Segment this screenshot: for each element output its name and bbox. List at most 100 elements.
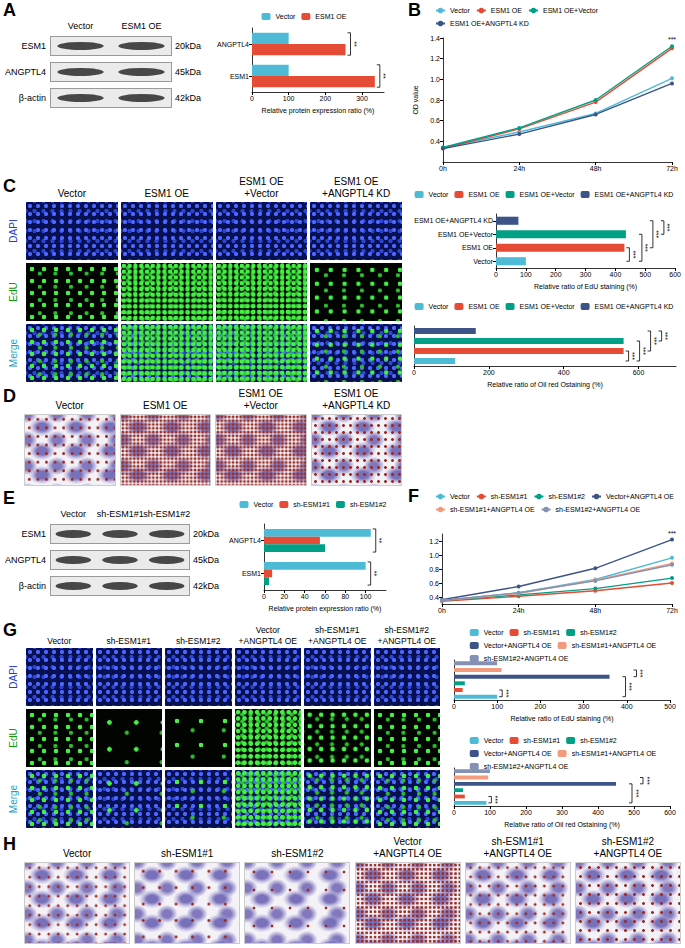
- svg-text:600: 600: [664, 809, 676, 816]
- svg-text:100: 100: [520, 271, 532, 278]
- svg-text:Relative ratio of EdU staining: Relative ratio of EdU staining (%): [534, 283, 637, 291]
- svg-text:1.0: 1.0: [429, 552, 439, 559]
- svg-text:**: **: [353, 41, 360, 47]
- svg-text:600: 600: [669, 271, 681, 278]
- svg-text:Vector+ANGPTL4 OE: Vector+ANGPTL4 OE: [484, 642, 552, 649]
- svg-text:Relative ratio of Oil red Osta: Relative ratio of Oil red Ostaining (%): [487, 381, 603, 389]
- svg-text:500: 500: [639, 271, 651, 278]
- svg-text:sh-ESM1#2: sh-ESM1#2: [580, 629, 617, 636]
- svg-text:24h: 24h: [513, 607, 525, 614]
- svg-text:sh-ESM1#1: sh-ESM1#1: [524, 629, 561, 636]
- svg-text:600: 600: [633, 369, 645, 376]
- svg-text:72h: 72h: [666, 165, 678, 172]
- svg-text:***: ***: [632, 250, 639, 258]
- svg-text:ESM1: ESM1: [230, 73, 249, 80]
- svg-text:20: 20: [280, 593, 288, 600]
- svg-text:500: 500: [628, 809, 640, 816]
- svg-text:sh-ESM1#1+ANGPTL4 OE: sh-ESM1#1+ANGPTL4 OE: [450, 506, 535, 513]
- svg-text:sh-ESM1#2: sh-ESM1#2: [548, 493, 585, 500]
- svg-text:Vector: Vector: [276, 13, 297, 20]
- svg-text:0h: 0h: [439, 165, 447, 172]
- svg-text:sh-ESM1#2: sh-ESM1#2: [580, 737, 617, 744]
- svg-text:1.4: 1.4: [430, 35, 440, 42]
- svg-text:400: 400: [558, 369, 570, 376]
- svg-text:60: 60: [321, 593, 329, 600]
- svg-text:80: 80: [341, 593, 349, 600]
- svg-text:sh-ESM1#1+ANGPTL4 OE: sh-ESM1#1+ANGPTL4 OE: [572, 750, 657, 757]
- svg-text:0: 0: [452, 703, 456, 710]
- svg-text:0.6: 0.6: [430, 117, 440, 124]
- svg-text:1.0: 1.0: [430, 76, 440, 83]
- svg-text:ESM1 OE: ESM1 OE: [491, 7, 522, 14]
- svg-text:Vector+ANGPTL4 OE: Vector+ANGPTL4 OE: [606, 493, 674, 500]
- svg-text:400: 400: [592, 809, 604, 816]
- svg-text:100: 100: [283, 95, 295, 102]
- svg-text:***: ***: [505, 689, 512, 697]
- svg-text:200: 200: [520, 809, 532, 816]
- svg-text:0.8: 0.8: [429, 566, 439, 573]
- svg-text:500: 500: [664, 703, 676, 710]
- svg-text:300: 300: [356, 95, 368, 102]
- svg-text:100: 100: [491, 703, 503, 710]
- svg-text:ESM1 OE+ANGPTL4 KD: ESM1 OE+ANGPTL4 KD: [450, 20, 529, 27]
- svg-text:1.2: 1.2: [429, 538, 439, 545]
- svg-text:sh-ESM1#2+ANGPTL4 OE: sh-ESM1#2+ANGPTL4 OE: [556, 506, 641, 513]
- svg-text:Vector: Vector: [450, 7, 471, 14]
- svg-text:0: 0: [412, 369, 416, 376]
- svg-text:ESM1 OE+ANGPTL4 KD: ESM1 OE+ANGPTL4 KD: [595, 303, 674, 310]
- svg-text:ESM1 OE+Vector: ESM1 OE+Vector: [520, 191, 576, 198]
- svg-text:0.8: 0.8: [430, 97, 440, 104]
- svg-text:***: ***: [668, 36, 676, 43]
- svg-text:Vector: Vector: [450, 493, 471, 500]
- svg-text:sh-ESM1#2: sh-ESM1#2: [350, 501, 387, 508]
- svg-text:Relative ratio of EdU staining: Relative ratio of EdU staining (%): [510, 715, 613, 723]
- svg-text:ESM1 OE+ANGPTL4 KD: ESM1 OE+ANGPTL4 KD: [595, 191, 674, 198]
- svg-text:48h: 48h: [589, 607, 601, 614]
- svg-text:sh-ESM1#1: sh-ESM1#1: [491, 493, 528, 500]
- svg-text:ESM1 OE+Vector: ESM1 OE+Vector: [520, 303, 576, 310]
- svg-text:0.4: 0.4: [430, 138, 440, 145]
- svg-text:400: 400: [610, 271, 622, 278]
- svg-text:Vector: Vector: [473, 258, 494, 265]
- svg-text:***: ***: [631, 352, 638, 360]
- svg-text:0.4: 0.4: [429, 594, 439, 601]
- svg-text:Relative ratio of Oil red Osta: Relative ratio of Oil red Ostaining (%): [504, 821, 620, 829]
- svg-text:ANGPTL4: ANGPTL4: [217, 41, 249, 48]
- svg-text:ANGPTL4: ANGPTL4: [229, 537, 261, 544]
- svg-text:Vector: Vector: [484, 629, 505, 636]
- svg-text:200: 200: [535, 703, 547, 710]
- svg-text:sh-ESM1#1: sh-ESM1#1: [524, 737, 561, 744]
- svg-text:sh-ESM1#2+ANGPTL4 OE: sh-ESM1#2+ANGPTL4 OE: [484, 763, 569, 770]
- svg-text:0: 0: [250, 95, 254, 102]
- svg-text:100: 100: [484, 809, 496, 816]
- svg-text:ESM1 OE+Vector: ESM1 OE+Vector: [543, 7, 599, 14]
- svg-text:ESM1: ESM1: [242, 570, 261, 577]
- svg-text:24h: 24h: [513, 165, 525, 172]
- svg-text:**: **: [382, 73, 389, 79]
- svg-text:Vector+ANGPTL4 OE: Vector+ANGPTL4 OE: [484, 750, 552, 757]
- svg-text:***: ***: [494, 795, 501, 803]
- svg-text:40: 40: [301, 593, 309, 600]
- svg-text:48h: 48h: [590, 165, 602, 172]
- svg-text:0: 0: [494, 271, 498, 278]
- svg-text:0: 0: [452, 809, 456, 816]
- svg-text:***: ***: [664, 332, 671, 340]
- svg-text:**: **: [378, 538, 385, 544]
- svg-text:***: ***: [639, 669, 646, 677]
- svg-text:ESM1 OE+ANGPTL4 KD: ESM1 OE+ANGPTL4 KD: [414, 217, 493, 224]
- svg-text:0.6: 0.6: [429, 580, 439, 587]
- svg-text:sh-ESM1#2+ANGPTL4 OE: sh-ESM1#2+ANGPTL4 OE: [484, 655, 569, 662]
- svg-text:sh-ESM1#1+ANGPTL4 OE: sh-ESM1#1+ANGPTL4 OE: [572, 642, 657, 649]
- svg-text:***: ***: [646, 776, 653, 784]
- svg-text:ESM1 OE: ESM1 OE: [468, 191, 499, 198]
- svg-text:300: 300: [578, 703, 590, 710]
- svg-text:sh-ESM1#1: sh-ESM1#1: [293, 501, 330, 508]
- svg-text:400: 400: [621, 703, 633, 710]
- svg-text:72h: 72h: [666, 607, 678, 614]
- svg-text:***: ***: [628, 682, 635, 690]
- svg-text:ESM1 OE+Vector: ESM1 OE+Vector: [438, 231, 494, 238]
- svg-text:Vector: Vector: [429, 303, 450, 310]
- svg-text:1.2: 1.2: [430, 55, 440, 62]
- svg-text:ESM1 OE: ESM1 OE: [462, 244, 493, 251]
- svg-text:100: 100: [360, 593, 372, 600]
